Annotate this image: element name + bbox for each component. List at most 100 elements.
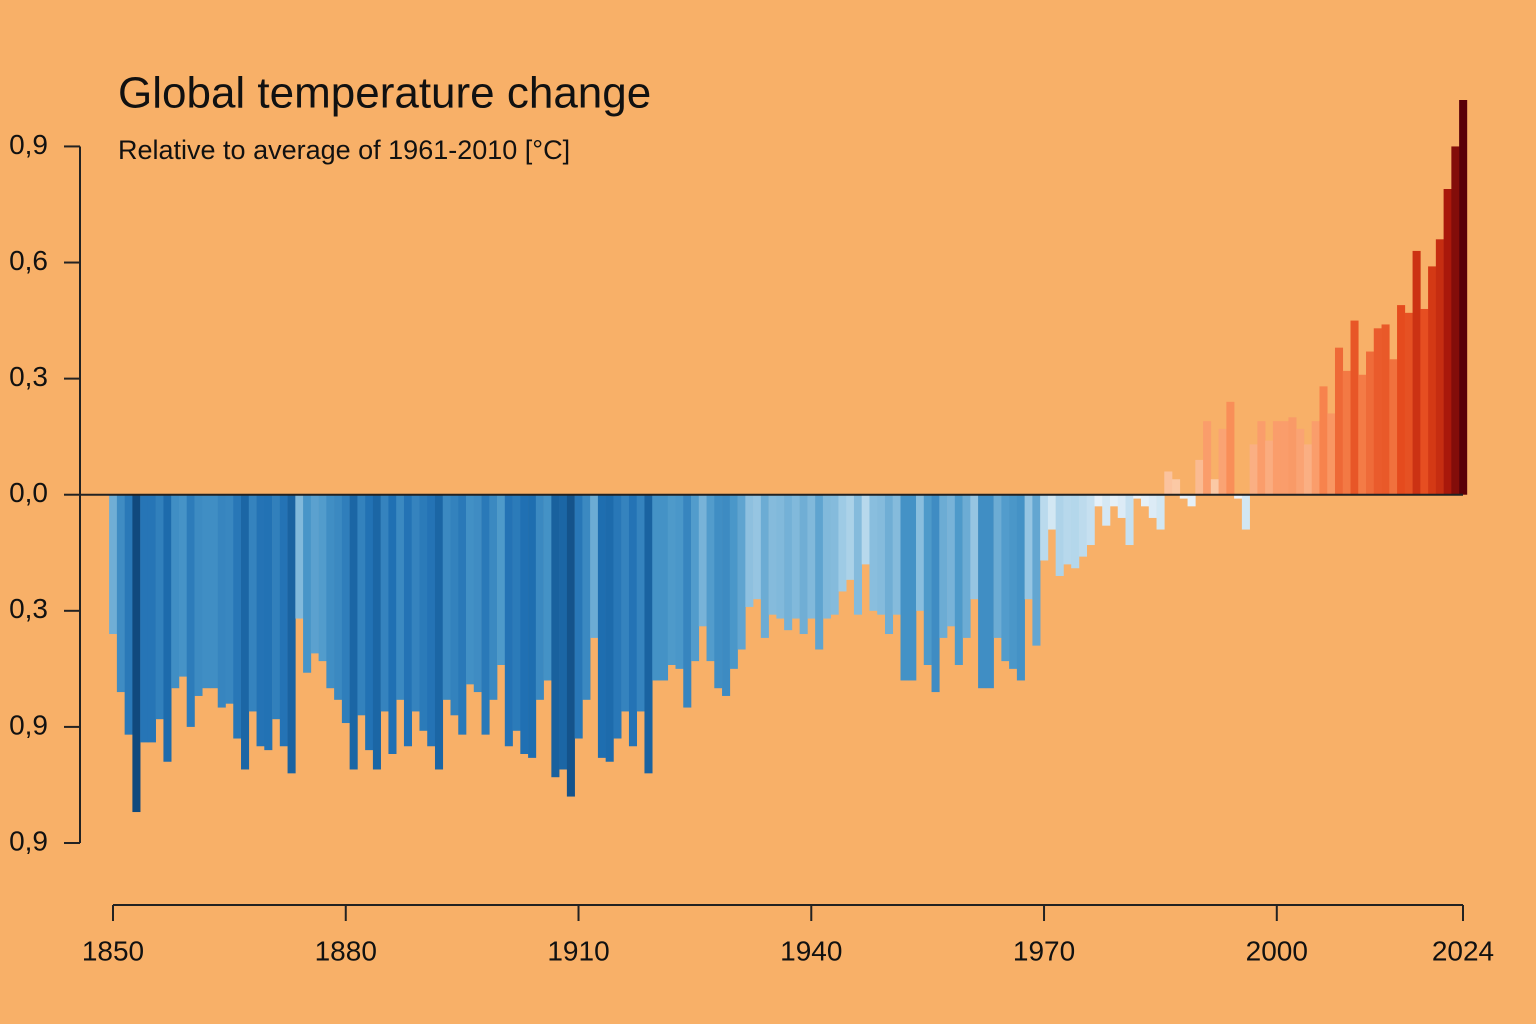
bar xyxy=(310,494,319,654)
bar xyxy=(1117,494,1126,518)
bar xyxy=(1156,494,1165,530)
bar xyxy=(1109,494,1119,507)
bar xyxy=(636,494,645,712)
bar xyxy=(962,494,971,638)
bar xyxy=(691,494,700,662)
bar xyxy=(178,494,188,677)
bar xyxy=(1210,479,1219,495)
bar xyxy=(279,494,288,747)
bar xyxy=(1459,100,1468,495)
bar xyxy=(1311,421,1320,495)
bar xyxy=(1133,494,1142,499)
bar xyxy=(403,494,413,747)
x-tick-label: 1850 xyxy=(82,935,144,966)
x-tick-label: 1910 xyxy=(547,935,609,966)
bar xyxy=(1078,494,1088,557)
bar xyxy=(597,494,606,758)
bar xyxy=(334,494,343,700)
bar xyxy=(535,494,544,700)
bar xyxy=(947,494,956,627)
y-tick-label: 0,6 xyxy=(9,245,48,276)
bar xyxy=(1125,494,1134,546)
bar xyxy=(1265,440,1274,495)
bar xyxy=(380,494,389,712)
bar xyxy=(815,494,824,650)
bar xyxy=(582,494,591,700)
bar xyxy=(1373,328,1382,495)
bar xyxy=(1179,494,1188,499)
bar xyxy=(1443,189,1452,495)
y-tick-label: 0,9 xyxy=(9,129,48,160)
bar xyxy=(1397,305,1406,495)
x-tick-label: 1880 xyxy=(315,935,377,966)
bar xyxy=(489,494,498,700)
bar xyxy=(388,494,397,754)
bar xyxy=(1086,494,1095,546)
bar xyxy=(954,494,963,665)
bar xyxy=(504,494,513,747)
bar xyxy=(171,494,180,689)
bar xyxy=(1172,479,1181,495)
bar xyxy=(1040,494,1049,561)
bar xyxy=(248,494,257,712)
bar xyxy=(1342,370,1351,495)
bar xyxy=(1187,494,1196,507)
bar xyxy=(768,494,777,615)
bar xyxy=(830,494,839,615)
bar xyxy=(1102,494,1111,526)
bar xyxy=(419,494,428,731)
bar xyxy=(1319,386,1328,495)
bar xyxy=(1047,494,1056,530)
bar xyxy=(1451,146,1460,495)
bar xyxy=(1226,401,1235,495)
bar xyxy=(753,494,762,600)
bar xyxy=(1428,266,1437,495)
bar xyxy=(272,494,281,720)
bar xyxy=(512,494,521,731)
bar xyxy=(923,494,932,665)
bar xyxy=(985,494,994,689)
bar xyxy=(341,494,350,724)
bar xyxy=(659,494,669,681)
bar xyxy=(853,494,863,615)
bar xyxy=(1195,459,1204,495)
bar xyxy=(846,494,855,580)
bar xyxy=(1412,250,1421,495)
x-tick-label: 2000 xyxy=(1246,935,1308,966)
bar xyxy=(706,494,715,662)
bar xyxy=(209,494,219,689)
bar xyxy=(155,494,164,720)
bar xyxy=(466,494,475,685)
x-tick-label: 1970 xyxy=(1013,935,1075,966)
bar xyxy=(605,494,614,762)
bar xyxy=(1358,374,1367,495)
bar xyxy=(916,494,925,611)
bar xyxy=(1148,494,1157,518)
bar xyxy=(652,494,661,681)
bar xyxy=(528,494,537,758)
bar xyxy=(737,494,746,650)
bar xyxy=(644,494,653,774)
bar xyxy=(838,494,847,592)
bar xyxy=(349,494,358,770)
bar xyxy=(1404,312,1413,495)
bar xyxy=(497,494,506,665)
bar xyxy=(1288,417,1297,495)
y-tick-label: 0,3 xyxy=(9,361,48,392)
bar xyxy=(722,494,731,696)
bar xyxy=(357,494,366,716)
bar xyxy=(892,494,901,615)
bar xyxy=(1435,239,1444,495)
bar xyxy=(1032,494,1041,646)
bar xyxy=(241,494,250,770)
bar xyxy=(1164,471,1173,495)
bar xyxy=(124,494,133,735)
bar xyxy=(1024,494,1033,600)
bar xyxy=(163,494,172,762)
bar xyxy=(745,494,754,607)
bar xyxy=(1001,494,1010,662)
bar xyxy=(900,494,909,681)
bar xyxy=(1055,494,1064,576)
bar xyxy=(264,494,273,751)
bar xyxy=(939,494,948,638)
